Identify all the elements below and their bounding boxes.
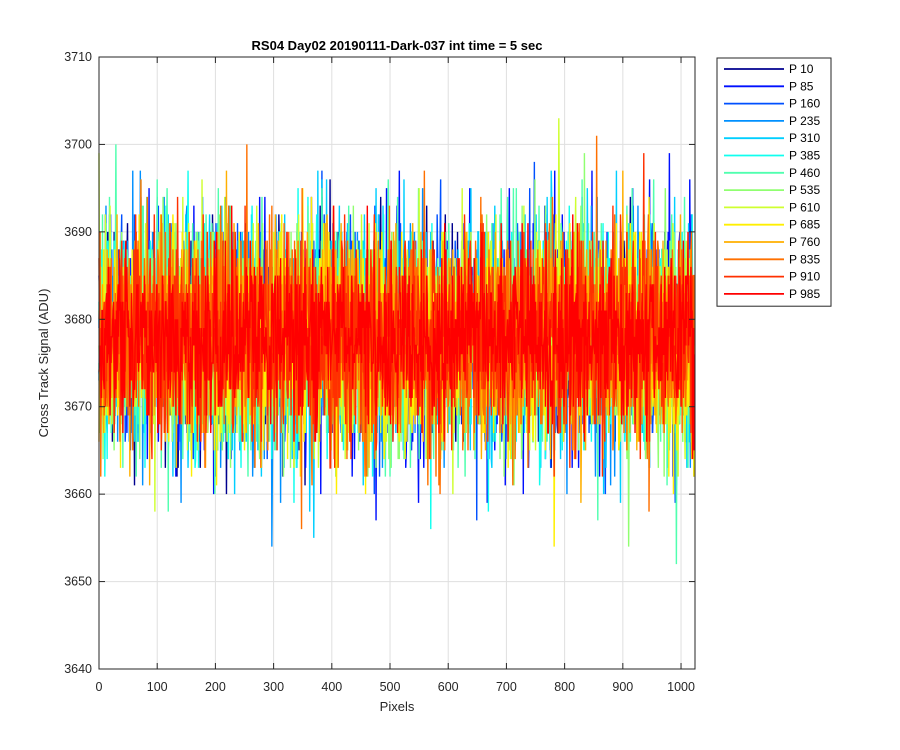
legend-item[interactable]: P 835 <box>724 252 820 266</box>
legend-label: P 385 <box>789 149 820 163</box>
legend-label: P 685 <box>789 218 820 232</box>
y-tick-label: 3700 <box>64 137 92 151</box>
series-line <box>98 205 696 460</box>
legend[interactable]: P 10 P 85 P 160 P 235 P 310 P 385 P 460 P 535 P … <box>716 57 832 307</box>
legend-label: P 760 <box>789 235 820 249</box>
legend-item[interactable]: P 535 <box>724 183 820 197</box>
legend-label: P 610 <box>789 200 820 214</box>
legend-item[interactable]: P 760 <box>724 235 820 249</box>
x-tick-label: 500 <box>380 680 401 694</box>
legend-item[interactable]: P 610 <box>724 200 820 214</box>
ticks: 0 100 200 300 400 500 600 700 800 900 1000 3640 3650… <box>64 50 695 694</box>
y-tick-label: 3680 <box>64 312 92 326</box>
legend-item[interactable]: P 10 <box>724 62 814 76</box>
legend-label: P 310 <box>789 131 820 145</box>
y-tick-label: 3640 <box>64 662 92 676</box>
y-tick-label: 3660 <box>64 487 92 501</box>
y-tick-label: 3670 <box>64 400 92 414</box>
axes-box <box>98 56 696 670</box>
legend-box <box>716 57 832 307</box>
legend-label: P 835 <box>789 252 820 266</box>
x-tick-label: 1000 <box>667 680 695 694</box>
x-tick-label: 700 <box>496 680 517 694</box>
legend-item[interactable]: P 385 <box>724 149 820 163</box>
legend-item[interactable]: P 310 <box>724 131 820 145</box>
legend-item[interactable]: P 235 <box>724 114 820 128</box>
legend-label: P 985 <box>789 287 820 301</box>
y-tick-label: 3710 <box>64 50 92 64</box>
legend-item[interactable]: P 85 <box>724 79 814 93</box>
legend-label: P 535 <box>789 183 820 197</box>
chart-title: RS04 Day02 20190111-Dark-037 int time = … <box>252 38 543 53</box>
legend-item[interactable]: P 685 <box>724 218 820 232</box>
x-axis-label: Pixels <box>380 699 415 714</box>
legend-label: P 910 <box>789 270 820 284</box>
x-tick-label: 200 <box>205 680 226 694</box>
y-tick-label: 3690 <box>64 225 92 239</box>
x-tick-label: 300 <box>263 680 284 694</box>
legend-item[interactable]: P 160 <box>724 97 820 111</box>
series-lines <box>98 118 696 565</box>
x-tick-label: 900 <box>612 680 633 694</box>
y-tick-label: 3650 <box>64 575 92 589</box>
x-tick-label: 0 <box>96 680 103 694</box>
legend-item[interactable]: P 985 <box>724 287 820 301</box>
legend-label: P 10 <box>789 62 814 76</box>
legend-item[interactable]: P 910 <box>724 270 820 284</box>
x-tick-label: 600 <box>438 680 459 694</box>
legend-label: P 160 <box>789 97 820 111</box>
legend-label: P 235 <box>789 114 820 128</box>
x-tick-label: 100 <box>147 680 168 694</box>
legend-item[interactable]: P 460 <box>724 166 820 180</box>
legend-label: P 85 <box>789 79 814 93</box>
x-tick-label: 400 <box>321 680 342 694</box>
x-tick-label: 800 <box>554 680 575 694</box>
y-axis-label: Cross Track Signal (ADU) <box>36 289 51 438</box>
legend-label: P 460 <box>789 166 820 180</box>
